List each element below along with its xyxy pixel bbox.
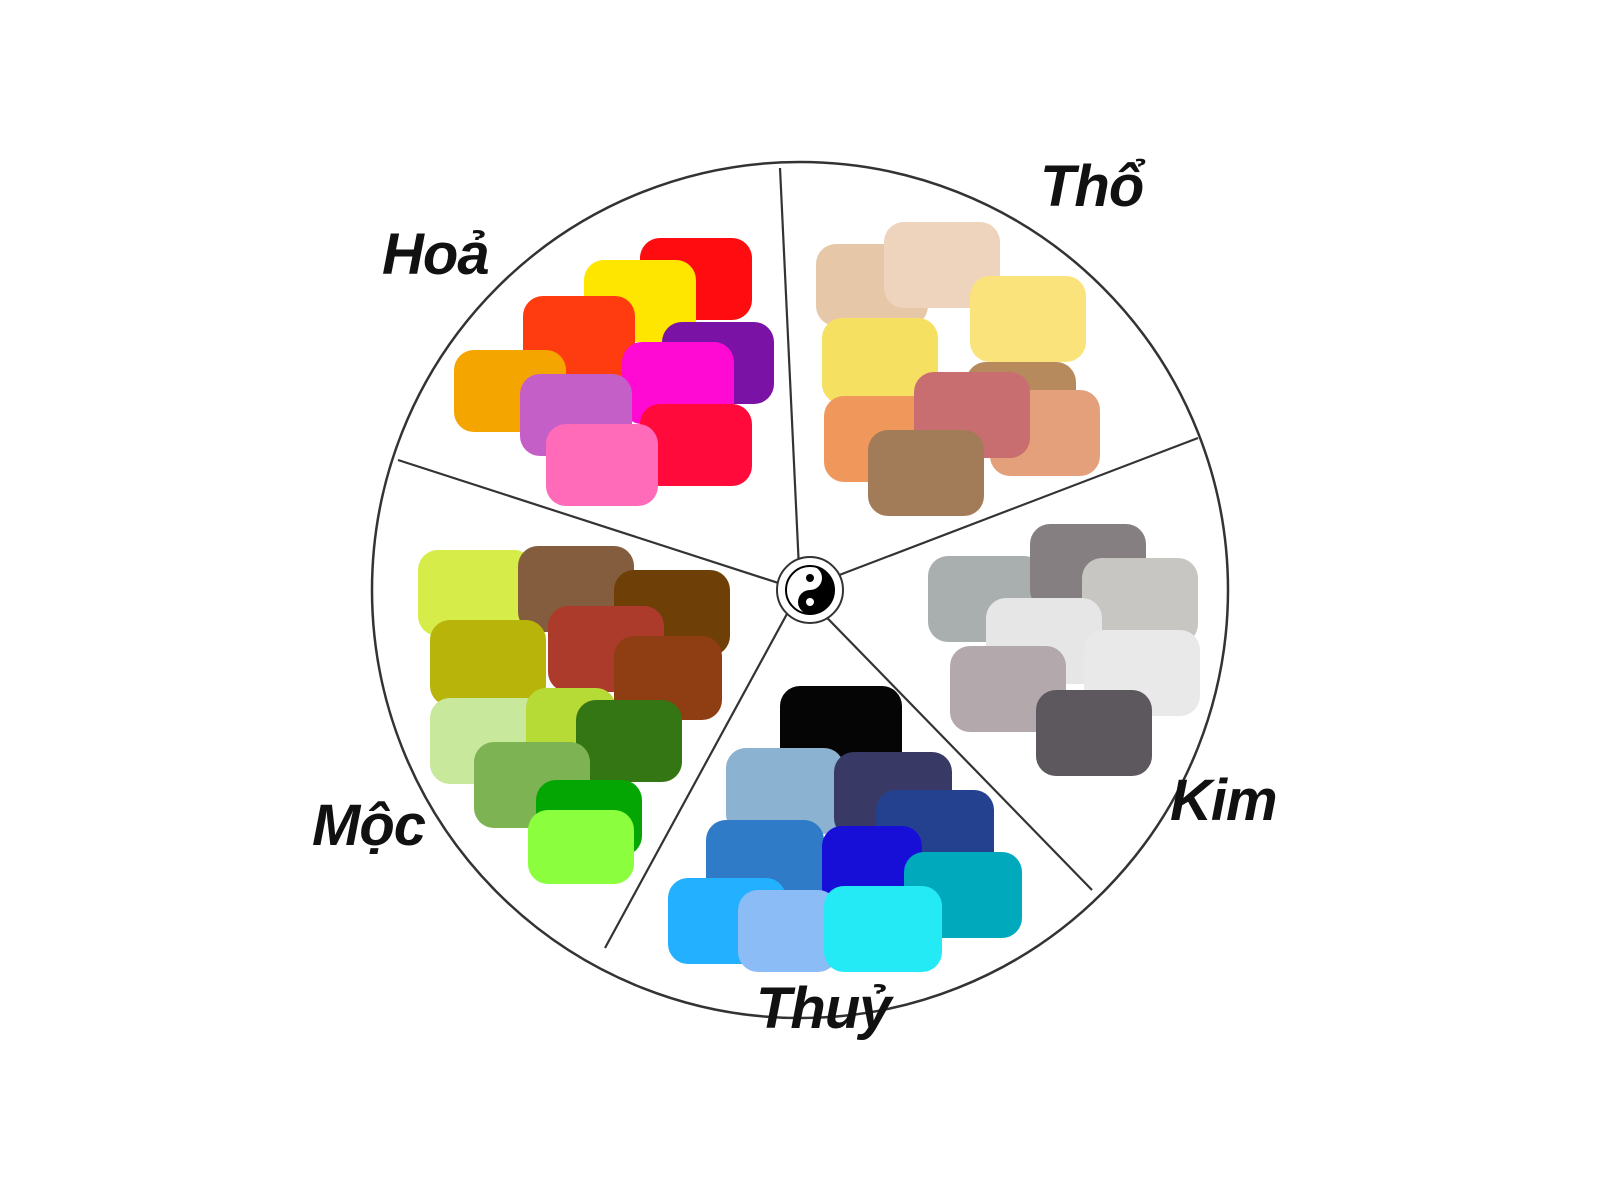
label-thuy: Thuỷ bbox=[756, 976, 894, 1041]
color-swatch-thuy-9 bbox=[738, 890, 838, 972]
color-swatch-moc-1 bbox=[418, 550, 534, 636]
color-swatch-kim-7 bbox=[1036, 690, 1152, 776]
color-swatch-hoa-6 bbox=[622, 342, 734, 424]
swatch-group-tho bbox=[816, 222, 1100, 516]
label-moc: Mộc bbox=[312, 793, 426, 858]
label-kim: Kim bbox=[1170, 768, 1277, 833]
color-swatch-tho-9 bbox=[868, 430, 984, 516]
color-swatch-thuy-10 bbox=[824, 886, 942, 972]
color-swatch-hoa-9 bbox=[546, 424, 658, 506]
color-swatch-thuy-2 bbox=[726, 748, 844, 834]
label-tho: Thổ bbox=[1040, 154, 1146, 219]
divider-bottom-right bbox=[799, 589, 1093, 891]
swatch-group-moc bbox=[418, 546, 730, 884]
color-swatch-kim-3 bbox=[1082, 558, 1198, 644]
color-swatch-hoa-8 bbox=[640, 404, 752, 486]
divider-right bbox=[799, 436, 1199, 592]
color-swatch-moc-4 bbox=[430, 620, 546, 706]
label-hoa: Hoả bbox=[382, 222, 489, 287]
color-swatch-moc-6 bbox=[614, 636, 722, 720]
swatch-group-hoa bbox=[454, 238, 774, 506]
divider-left bbox=[397, 458, 801, 592]
color-swatch-moc-12 bbox=[528, 810, 634, 884]
yin-yang-icon bbox=[776, 556, 844, 624]
swatch-group-thuy bbox=[668, 686, 1022, 972]
color-swatch-tho-4 bbox=[822, 318, 938, 404]
divider-bottom-left bbox=[604, 589, 801, 949]
color-swatch-tho-2 bbox=[884, 222, 1000, 308]
swatch-group-kim bbox=[928, 524, 1200, 776]
color-swatch-moc-9 bbox=[576, 700, 682, 782]
divider-top bbox=[778, 167, 802, 591]
color-swatch-tho-3 bbox=[970, 276, 1086, 362]
